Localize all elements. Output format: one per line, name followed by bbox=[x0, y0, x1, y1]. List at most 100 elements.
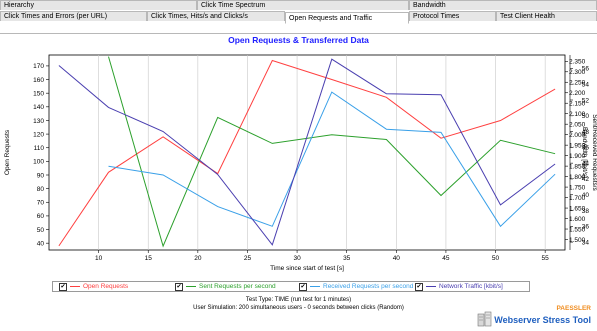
y-bandwidth-tick-label: 2.300 bbox=[569, 69, 586, 76]
x-axis-label: Time since start of test [s] bbox=[270, 265, 344, 272]
company-name: PAESSLER bbox=[556, 305, 591, 312]
plot-area bbox=[48, 54, 566, 251]
chart-legend: ✔ Open Requests ✔ Sent Requests per seco… bbox=[52, 281, 530, 292]
tab-bar: Hierarchy Click Time Spectrum Bandwidth … bbox=[0, 0, 597, 33]
y-left-tick-label: 40 bbox=[37, 240, 45, 247]
x-tick-label: 15 bbox=[145, 255, 153, 262]
y-left-tick-label: 170 bbox=[33, 63, 44, 70]
y-left-tick-label: 140 bbox=[33, 104, 44, 111]
legend-checkbox[interactable]: ✔ bbox=[59, 282, 67, 291]
x-tick-label: 30 bbox=[293, 255, 301, 262]
y-left-axis-label: Open Requests bbox=[4, 129, 11, 175]
y-left-tick-label: 80 bbox=[37, 186, 45, 193]
y-requests-tick-label: 56 bbox=[582, 66, 590, 73]
legend-item-received-requests[interactable]: ✔ Received Requests per second bbox=[299, 282, 413, 291]
x-tick-label: 20 bbox=[194, 255, 202, 262]
legend-label: Network Traffic [kbit/s] bbox=[439, 283, 503, 290]
y-bandwidth-tick-label: 2.100 bbox=[569, 111, 586, 118]
tab-row-2: Click Times and Errors (per URL) Click T… bbox=[0, 11, 597, 24]
x-tick-label: 50 bbox=[492, 255, 500, 262]
line-chart: 10 15 20 25 30 35 40 45 50 55 40 50 60 70 80 90 100 110 12… bbox=[4, 54, 597, 272]
y-bandwidth-tick-label: 1.550 bbox=[569, 226, 586, 233]
y-left-tick-label: 50 bbox=[37, 227, 45, 234]
y-bandwidth-tick-label: 1.950 bbox=[569, 142, 586, 149]
tab-click-time-spectrum[interactable]: Click Time Spectrum bbox=[197, 0, 409, 10]
y-bandwidth-tick-label: 1.700 bbox=[569, 195, 586, 202]
y-bandwidth-tick-label: 1.800 bbox=[569, 174, 586, 181]
y-bandwidth-axis-label: Bandwidth [kbit/s] bbox=[581, 127, 588, 178]
y-bandwidth-tick-label: 1.500 bbox=[569, 237, 586, 244]
y-left-tick-label: 130 bbox=[33, 118, 44, 125]
x-tick-label: 55 bbox=[542, 255, 550, 262]
legend-label: Open Requests bbox=[83, 283, 129, 290]
y-left-tick-label: 160 bbox=[33, 77, 44, 84]
y-bandwidth-tick-label: 1.600 bbox=[569, 216, 586, 223]
tab-row-1: Hierarchy Click Time Spectrum Bandwidth bbox=[0, 0, 597, 11]
y-bandwidth-tick-label: 1.850 bbox=[569, 163, 586, 170]
y-bandwidth-tick-label: 2.050 bbox=[569, 121, 586, 128]
y-left-tick-label: 60 bbox=[37, 213, 45, 220]
legend-swatch bbox=[426, 286, 436, 287]
y-left-tick-label: 120 bbox=[33, 131, 44, 138]
y-left-tick-label: 150 bbox=[33, 90, 44, 97]
series-line-open-requests bbox=[58, 59, 556, 247]
legend-swatch bbox=[186, 286, 196, 287]
tab-click-times-errors[interactable]: Click Times and Errors (per URL) bbox=[0, 11, 147, 21]
x-tick-label: 40 bbox=[393, 255, 401, 262]
legend-swatch bbox=[310, 286, 320, 287]
legend-item-network-traffic[interactable]: ✔ Network Traffic [kbit/s] bbox=[415, 282, 503, 291]
y-requests-tick-label: 34 bbox=[582, 239, 590, 246]
x-tick-label: 35 bbox=[343, 255, 351, 262]
y-bandwidth-tick-label: 2.350 bbox=[569, 59, 586, 66]
series-line-received-requests-per-second bbox=[108, 91, 556, 228]
y-requests-tick-label: 36 bbox=[582, 224, 590, 231]
y-bandwidth-tick-label: 2.200 bbox=[569, 90, 586, 97]
x-tick-label: 25 bbox=[244, 255, 252, 262]
legend-checkbox[interactable]: ✔ bbox=[415, 282, 423, 291]
legend-label: Sent Requests per second bbox=[199, 283, 276, 290]
y-bandwidth-tick-label: 2.150 bbox=[569, 101, 586, 108]
y-requests-axis-label: Sent/Received Requests/s bbox=[591, 114, 597, 191]
y-requests-tick-label: 46 bbox=[582, 145, 590, 152]
tab-protocol-times[interactable]: Protocol Times bbox=[409, 11, 496, 21]
tab-click-times-hits[interactable]: Click Times, Hits/s and Clicks/s bbox=[147, 11, 285, 21]
x-tick-label: 10 bbox=[95, 255, 103, 262]
y-left-tick-label: 110 bbox=[34, 145, 45, 152]
y-requests-tick-label: 44 bbox=[582, 160, 590, 167]
legend-item-sent-requests[interactable]: ✔ Sent Requests per second bbox=[175, 282, 276, 291]
y-requests-tick-label: 38 bbox=[582, 208, 590, 215]
y-bandwidth-tick-label: 1.900 bbox=[569, 153, 586, 160]
y-left-tick-label: 100 bbox=[33, 159, 44, 166]
legend-swatch bbox=[70, 286, 80, 287]
tab-divider bbox=[0, 33, 597, 34]
y-requests-tick-label: 42 bbox=[582, 176, 590, 183]
legend-item-open-requests[interactable]: ✔ Open Requests bbox=[59, 282, 128, 291]
y-requests-tick-label: 52 bbox=[582, 97, 590, 104]
legend-checkbox[interactable]: ✔ bbox=[175, 282, 183, 291]
legend-label: Received Requests per second bbox=[323, 283, 414, 290]
y-requests-tick-label: 54 bbox=[582, 82, 590, 89]
y-bandwidth-tick-label: 2.000 bbox=[569, 132, 586, 139]
tab-test-client-health[interactable]: Test Client Health bbox=[496, 11, 597, 21]
user-simulation-note: User Simulation: 200 simultaneous users … bbox=[193, 305, 404, 311]
product-name: Webserver Stress Tool bbox=[494, 315, 591, 325]
servers-icon bbox=[477, 311, 492, 327]
legend-checkbox[interactable]: ✔ bbox=[299, 282, 307, 291]
y-requests-tick-label: 50 bbox=[582, 113, 590, 120]
brand-logo: PAESSLER Webserver Stress Tool bbox=[473, 305, 593, 329]
tab-open-requests-traffic[interactable]: Open Requests and Traffic bbox=[285, 12, 409, 24]
y-left-tick-label: 90 bbox=[37, 172, 45, 179]
chart-title: Open Requests & Transferred Data bbox=[228, 35, 369, 45]
y-requests-tick-label: 40 bbox=[582, 192, 590, 199]
series-line-sent-requests-per-second bbox=[108, 56, 556, 248]
y-bandwidth-tick-label: 1.750 bbox=[569, 184, 586, 191]
series-line-network-traffic-kbit-s bbox=[58, 58, 556, 246]
y-left-tick-label: 70 bbox=[37, 200, 45, 207]
test-type-note: Test Type: TIME (run test for 1 minutes) bbox=[245, 297, 352, 303]
tab-hierarchy[interactable]: Hierarchy bbox=[0, 0, 197, 10]
x-tick-label: 45 bbox=[442, 255, 450, 262]
y-bandwidth-tick-label: 2.250 bbox=[569, 80, 586, 87]
tab-bandwidth[interactable]: Bandwidth bbox=[409, 0, 597, 10]
y-requests-tick-label: 48 bbox=[582, 129, 590, 136]
y-bandwidth-tick-label: 1.650 bbox=[569, 205, 586, 212]
